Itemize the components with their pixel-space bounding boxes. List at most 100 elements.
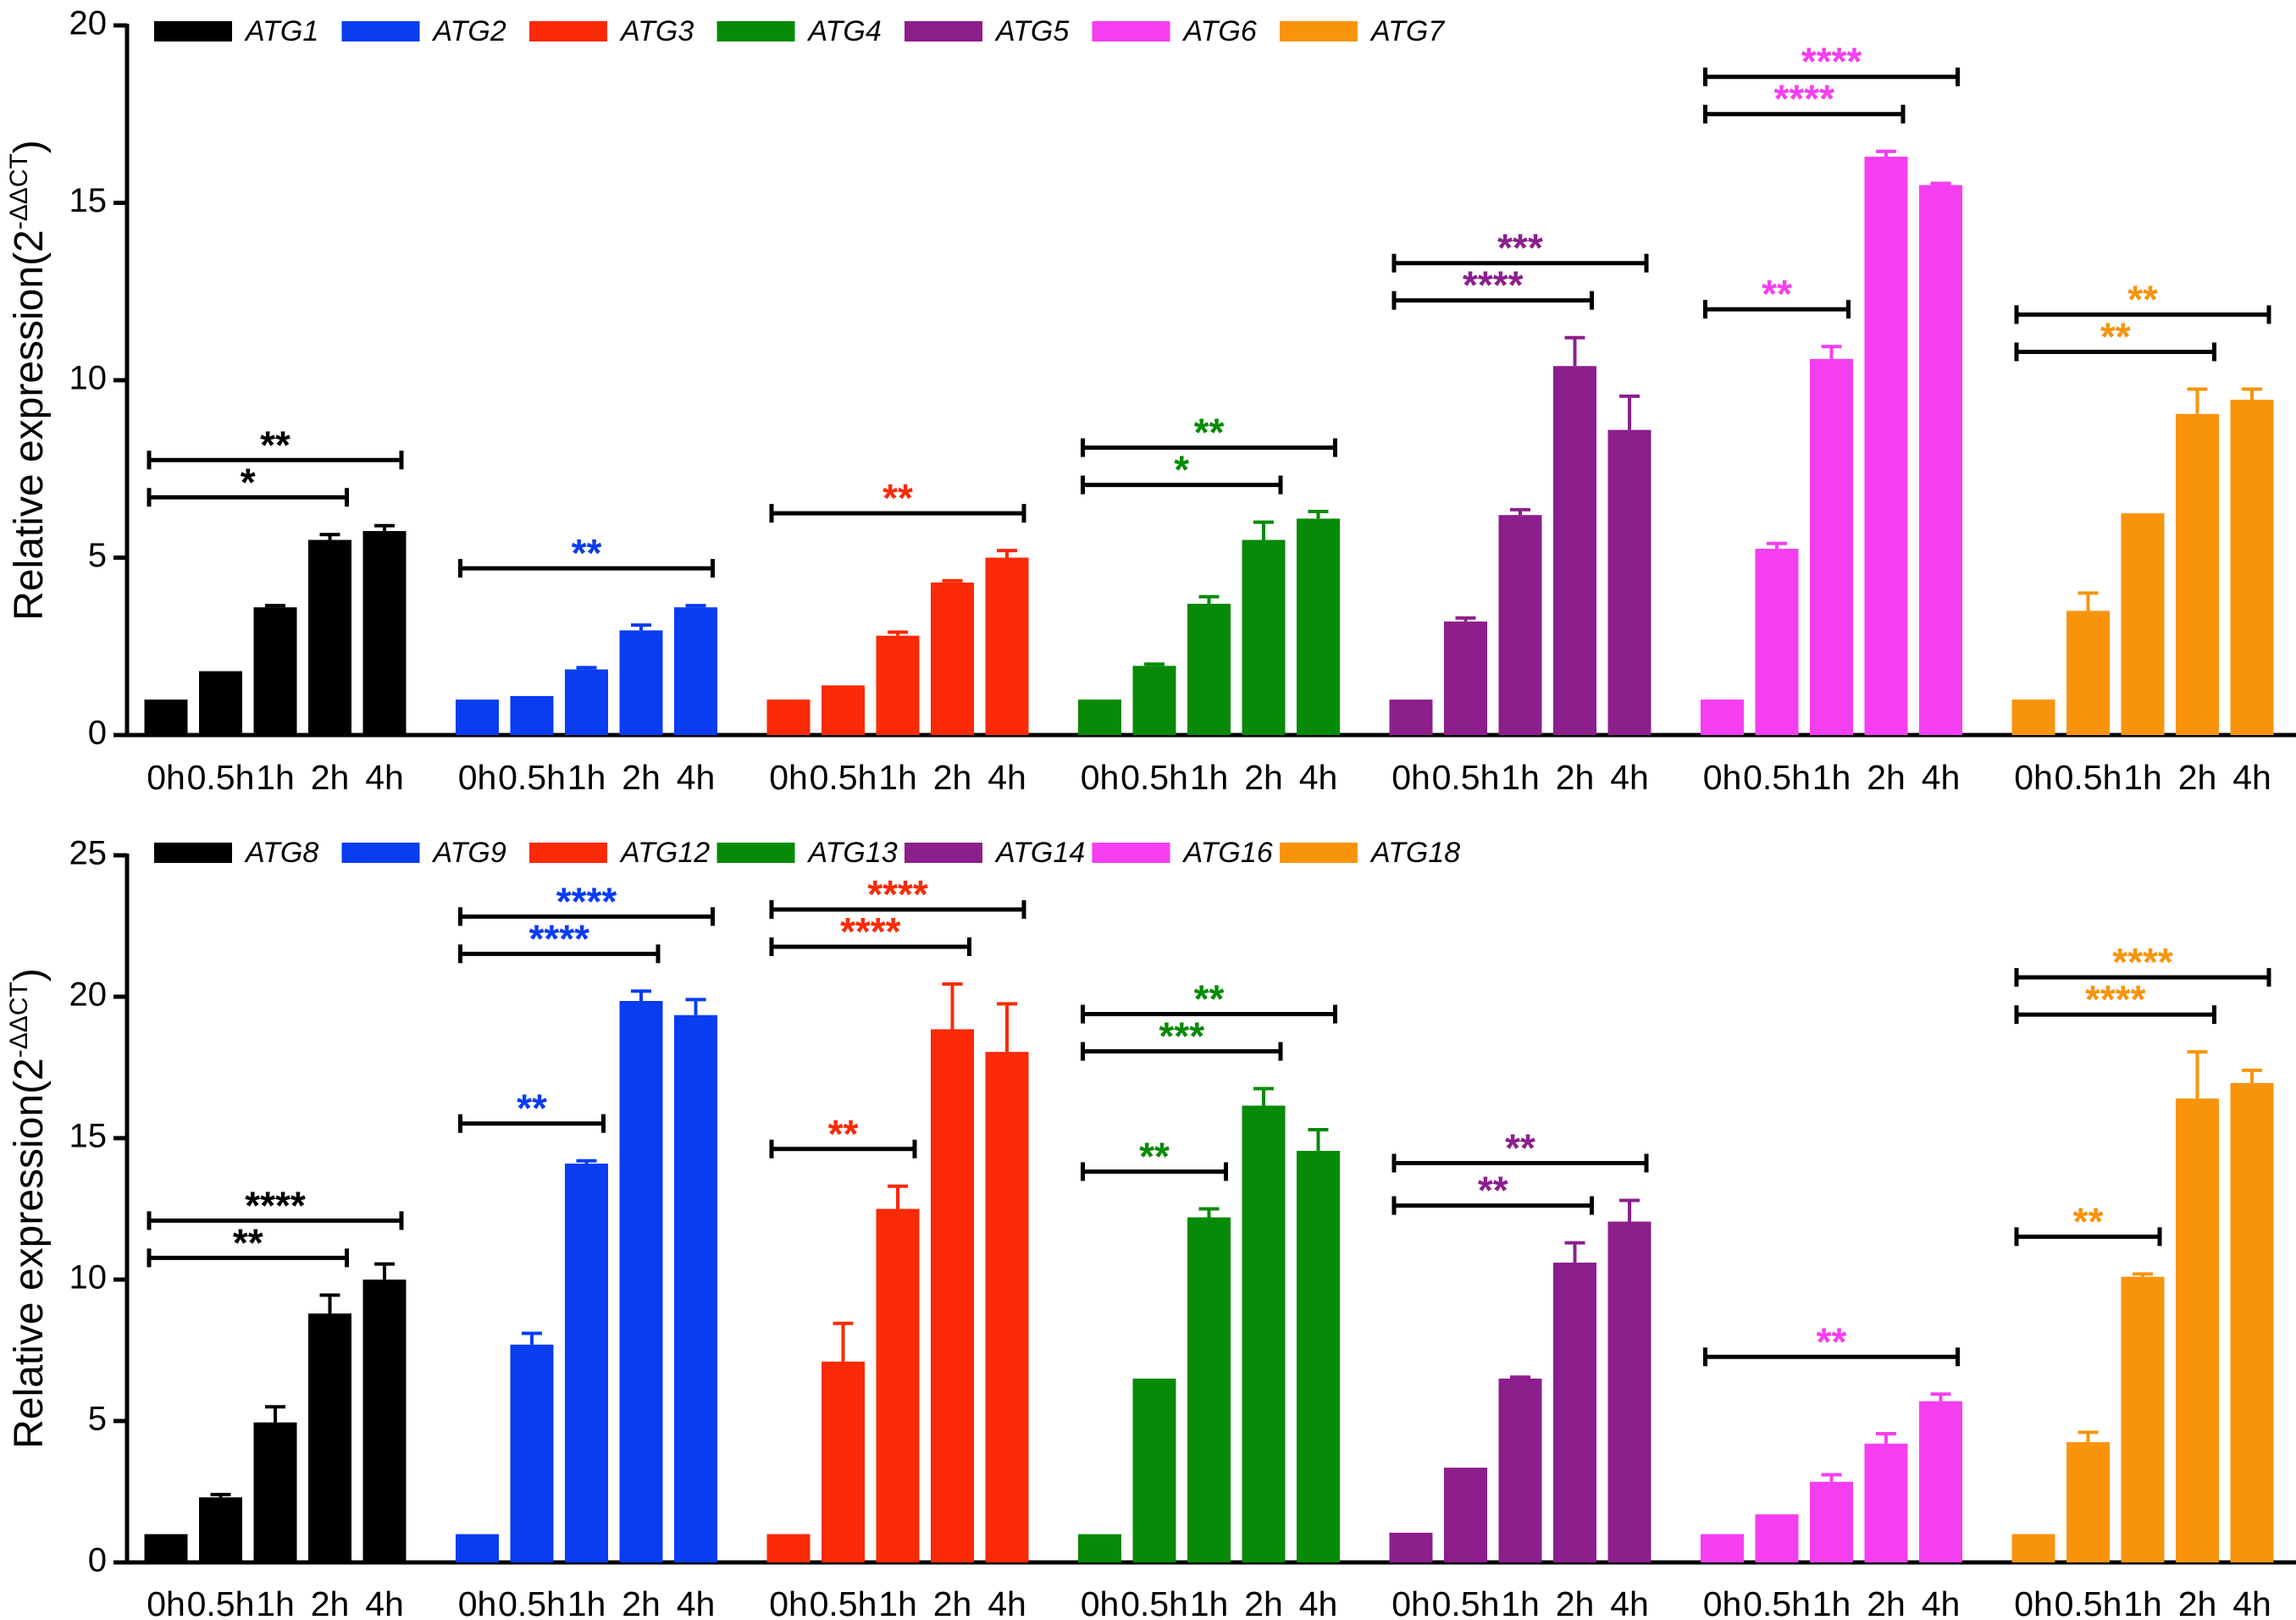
- legend-label-atg6: ATG6: [1182, 15, 1257, 47]
- x-tick-label: 4h: [677, 758, 716, 797]
- bar-atg5-1h: [1498, 515, 1542, 735]
- significance-label: *: [1174, 448, 1189, 492]
- x-tick-label: 0.5h: [810, 1584, 877, 1620]
- bar-atg1-0.5h: [199, 671, 242, 735]
- bar-atg14-0.5h: [1444, 1468, 1487, 1562]
- x-tick-label: 4h: [988, 1584, 1026, 1620]
- bar-atg16-0h: [1701, 1534, 1744, 1562]
- x-tick-label: 1h: [256, 758, 295, 797]
- bar-atg13-4h: [1297, 1151, 1340, 1562]
- bar-atg6-1h: [1810, 358, 1853, 735]
- x-tick-label: 1h: [1501, 1584, 1540, 1620]
- x-tick-label: 0.5h: [1743, 758, 1811, 797]
- x-tick-label: 0h: [458, 1584, 497, 1620]
- bar-atg12-1h: [876, 1208, 920, 1562]
- legend-swatch-atg6: [1092, 21, 1170, 41]
- legend-label-atg18: ATG18: [1369, 837, 1460, 869]
- x-tick-label: 0.5h: [1120, 758, 1188, 797]
- x-tick-label: 0h: [769, 1584, 808, 1620]
- bar-atg2-0h: [456, 699, 499, 735]
- bar-atg3-0.5h: [822, 685, 865, 735]
- x-tick-label: 0.5h: [498, 758, 566, 797]
- y-axis-label: Relative expression(2-ΔΔCT): [5, 140, 52, 621]
- bar-atg8-0.5h: [199, 1497, 242, 1562]
- legend-label-atg4: ATG4: [807, 15, 882, 47]
- chart-panel-2: 0 5 10 15 20 25 Relative expression(2-ΔΔCT) ATG…: [5, 835, 2296, 1620]
- significance-label: **: [517, 1086, 547, 1131]
- bar-atg12-0.5h: [822, 1361, 865, 1562]
- legend-swatch-atg9: [341, 843, 420, 863]
- bar-atg6-4h: [1919, 185, 1962, 736]
- bar-atg9-4h: [674, 1015, 717, 1562]
- x-tick-label: 0h: [2014, 758, 2053, 797]
- legend-swatch-atg12: [529, 843, 607, 863]
- bar-atg9-1h: [565, 1164, 608, 1562]
- y-tick-label: 5: [88, 1401, 107, 1438]
- x-tick-label: 0.5h: [2055, 758, 2122, 797]
- x-tick-label: 4h: [1610, 758, 1649, 797]
- significance-label: *: [241, 460, 256, 504]
- bar-atg9-2h: [619, 1001, 663, 1562]
- bar-atg3-2h: [931, 582, 974, 735]
- x-tick-label: 1h: [256, 1584, 295, 1620]
- bar-atg13-0h: [1078, 1534, 1121, 1562]
- significance-label: **: [1194, 977, 1225, 1021]
- x-tick-label: 1h: [567, 1584, 606, 1620]
- y-tick-label: 25: [69, 835, 108, 872]
- x-tick-label: 1h: [1190, 1584, 1229, 1620]
- bar-atg18-2h: [2176, 1098, 2219, 1562]
- legend-label-atg8: ATG8: [244, 837, 318, 869]
- significance-label: **: [572, 531, 602, 575]
- x-tick-label: 4h: [1299, 1584, 1338, 1620]
- bar-atg8-0h: [144, 1534, 188, 1562]
- legend-swatch-atg4: [716, 21, 795, 41]
- x-tick-label: 2h: [1556, 758, 1595, 797]
- bar-atg1-4h: [362, 531, 407, 735]
- bar-atg3-1h: [876, 635, 920, 735]
- legend-label-atg7: ATG7: [1369, 15, 1445, 47]
- significance-label: ****: [840, 910, 901, 954]
- significance-label: **: [1762, 272, 1792, 316]
- x-tick-label: 0h: [147, 1584, 185, 1620]
- significance-label: **: [233, 1220, 263, 1264]
- bar-atg4-0h: [1078, 699, 1121, 735]
- bar-atg18-0h: [2011, 1534, 2055, 1562]
- x-tick-label: 0h: [1081, 758, 1120, 797]
- x-tick-label: 0.5h: [2055, 1584, 2122, 1620]
- x-tick-label: 4h: [1922, 758, 1961, 797]
- x-tick-label: 1h: [1812, 1584, 1851, 1620]
- significance-label: **: [1194, 411, 1225, 455]
- bar-atg5-4h: [1607, 429, 1651, 735]
- x-tick-label: 0h: [1703, 758, 1742, 797]
- bar-atg1-2h: [308, 539, 351, 735]
- significance-label: ***: [1497, 226, 1543, 270]
- bar-atg7-1h: [2121, 513, 2165, 735]
- legend-label-atg9: ATG9: [432, 837, 506, 869]
- x-tick-label: 4h: [2232, 758, 2271, 797]
- legend-swatch-atg5: [905, 21, 982, 41]
- y-tick-label: 5: [88, 537, 107, 574]
- x-tick-label: 0h: [2014, 1584, 2053, 1620]
- bar-atg3-4h: [985, 557, 1029, 735]
- legend-label-atg14: ATG14: [994, 837, 1085, 869]
- x-tick-label: 0.5h: [1432, 758, 1500, 797]
- significance-label: ****: [2112, 940, 2173, 984]
- bar-atg2-0.5h: [510, 695, 554, 735]
- x-tick-label: 4h: [1922, 1584, 1961, 1620]
- x-tick-label: 2h: [2178, 1584, 2217, 1620]
- x-tick-label: 0h: [1703, 1584, 1742, 1620]
- x-tick-label: 0.5h: [187, 758, 255, 797]
- bar-atg1-1h: [253, 607, 297, 735]
- bar-atg13-0.5h: [1132, 1378, 1176, 1562]
- x-tick-label: 0h: [1391, 1584, 1430, 1620]
- legend-swatch-atg14: [905, 843, 982, 863]
- legend-label-atg1: ATG1: [244, 15, 318, 47]
- bar-atg7-4h: [2230, 400, 2274, 735]
- legend-label-atg3: ATG3: [619, 15, 694, 47]
- x-tick-label: 1h: [878, 758, 917, 797]
- bar-atg9-0.5h: [510, 1344, 554, 1562]
- bar-atg6-0.5h: [1755, 549, 1799, 735]
- x-tick-label: 1h: [1190, 758, 1229, 797]
- bar-atg16-4h: [1919, 1401, 1962, 1562]
- legend-label-atg12: ATG12: [619, 837, 710, 869]
